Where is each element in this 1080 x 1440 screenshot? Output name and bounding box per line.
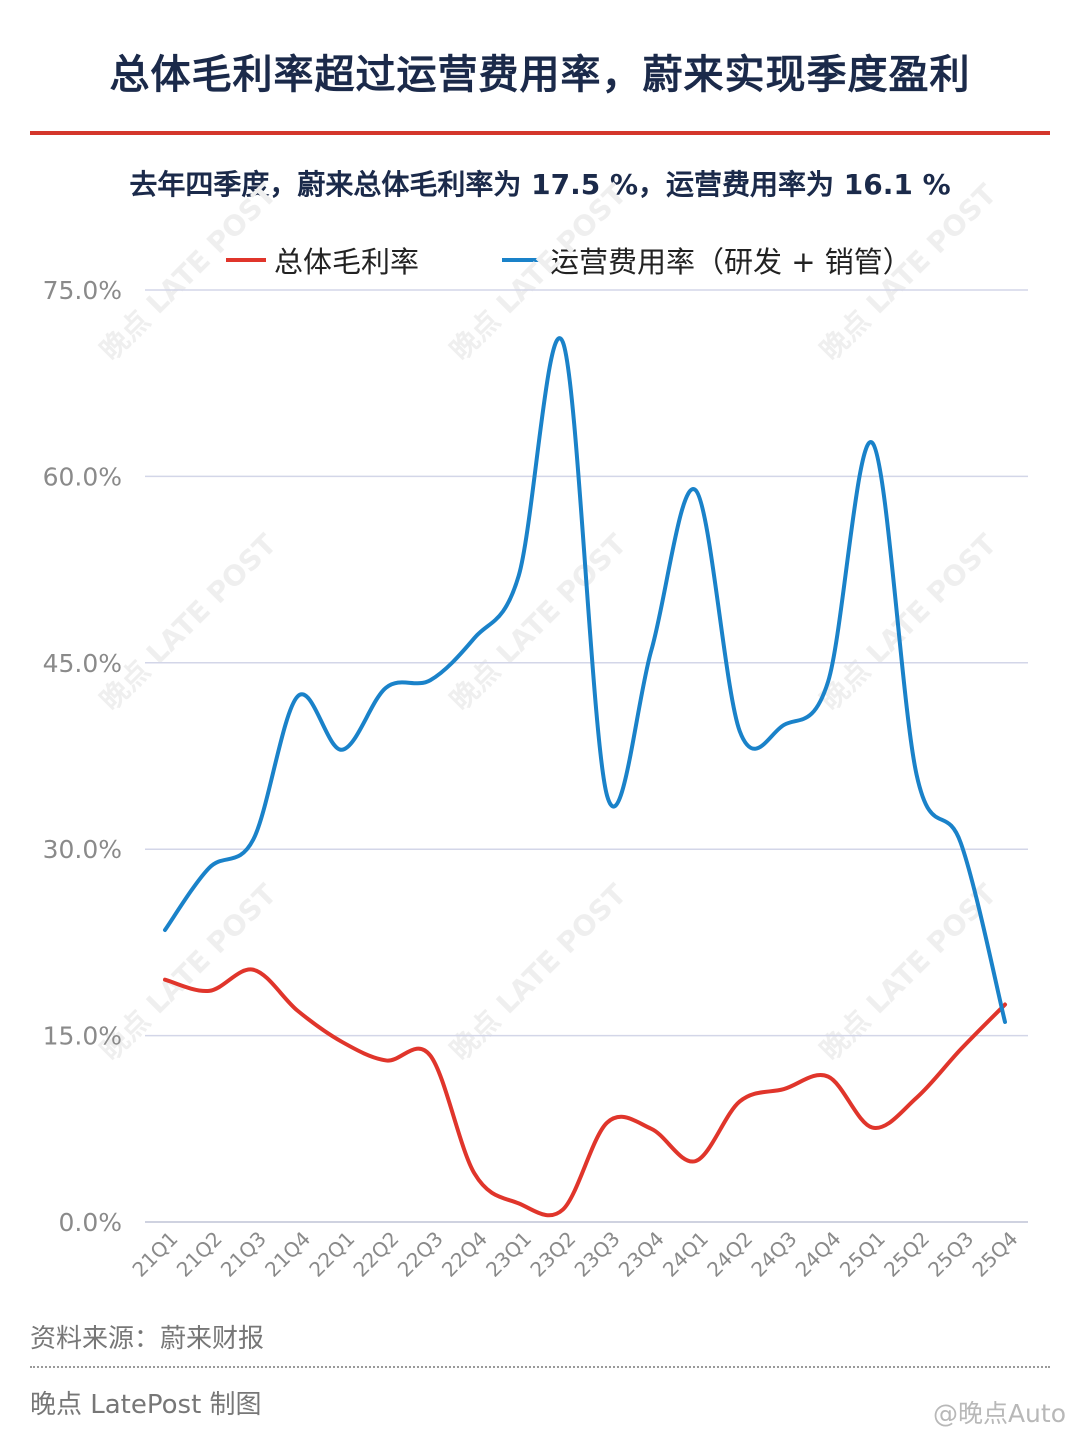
legend-swatch-gross-margin	[226, 258, 266, 262]
x-tick-label: 22Q4	[437, 1227, 492, 1282]
y-tick-label: 30.0%	[43, 835, 122, 864]
x-tick-label: 21Q2	[172, 1227, 227, 1282]
gross-margin-line	[163, 967, 1007, 1218]
weibo-tag: @晚点Auto	[932, 1399, 1066, 1428]
x-tick-label: 23Q3	[570, 1227, 625, 1282]
x-tick-label: 24Q2	[702, 1227, 757, 1282]
opex-ratio-line	[163, 336, 1007, 1024]
x-tick-label: 24Q3	[746, 1227, 801, 1282]
legend-opex-ratio: 运营费用率（研发 + 销管）	[502, 240, 912, 280]
y-tick-label: 0.0%	[58, 1208, 122, 1237]
x-tick-label: 24Q1	[658, 1227, 713, 1282]
x-tick-label: 24Q4	[791, 1227, 846, 1282]
legend-label-gross-margin: 总体毛利率	[274, 245, 420, 279]
x-tick-label: 21Q1	[127, 1227, 182, 1282]
x-tick-label: 23Q2	[525, 1227, 580, 1282]
chart-subtitle: 去年四季度，蔚来总体毛利率为 17.5 %，运营费用率为 16.1 %	[129, 168, 951, 201]
x-tick-label: 21Q4	[260, 1227, 315, 1282]
x-tick-label: 21Q3	[216, 1227, 271, 1282]
x-tick-label: 25Q3	[923, 1227, 978, 1282]
line-chart: 0.0%15.0%30.0%45.0%60.0%75.0%21Q121Q221Q…	[43, 276, 1028, 1282]
title-divider	[30, 131, 1050, 135]
y-tick-label: 75.0%	[43, 276, 122, 305]
y-tick-label: 15.0%	[43, 1022, 122, 1051]
x-tick-label: 23Q4	[614, 1227, 669, 1282]
x-tick-label: 25Q4	[967, 1227, 1022, 1282]
source-note: 资料来源：蔚来财报	[30, 1324, 265, 1354]
x-tick-label: 25Q2	[879, 1227, 934, 1282]
x-tick-label: 22Q2	[348, 1227, 403, 1282]
x-tick-label: 22Q1	[304, 1227, 359, 1282]
footer-divider	[30, 1366, 1050, 1368]
y-tick-label: 60.0%	[43, 462, 122, 491]
legend-gross-margin: 总体毛利率	[226, 240, 419, 280]
chart-title: 总体毛利率超过运营费用率，蔚来实现季度盈利	[109, 52, 971, 98]
y-tick-label: 45.0%	[43, 649, 122, 678]
x-tick-label: 23Q1	[481, 1227, 536, 1282]
x-tick-label: 25Q1	[835, 1227, 890, 1282]
x-tick-label: 22Q3	[393, 1227, 448, 1282]
credit-note: 晚点 LatePost 制图	[30, 1390, 262, 1420]
legend-label-opex-ratio: 运营费用率（研发 + 销管）	[550, 245, 912, 279]
legend-swatch-opex-ratio	[502, 258, 542, 262]
